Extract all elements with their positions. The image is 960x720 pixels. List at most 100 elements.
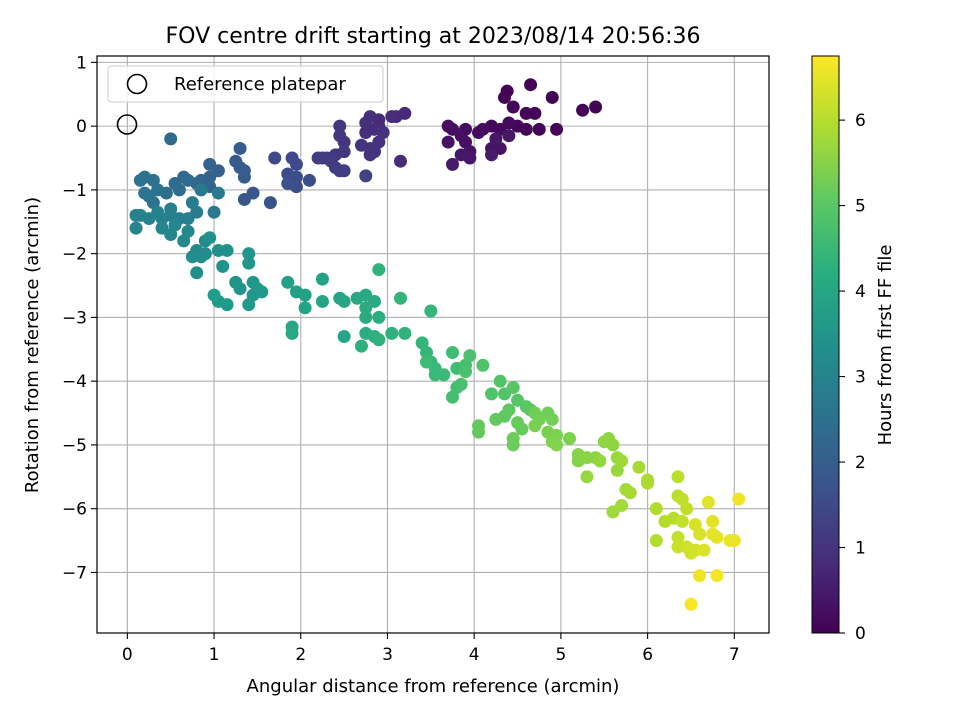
scatter-point (732, 492, 746, 506)
scatter-point (315, 272, 329, 286)
scatter-point (255, 285, 269, 299)
legend: Reference platepar (107, 65, 384, 103)
x-tick-label: 3 (382, 645, 393, 665)
scatter-point (233, 282, 247, 296)
x-tick-label: 4 (469, 645, 480, 665)
scatter-point (623, 486, 637, 500)
scatter-point (242, 256, 256, 270)
scatter-point (446, 157, 460, 171)
scatter-point (606, 438, 620, 452)
x-axis-ticks: 0 1 2 3 4 5 6 7 (122, 633, 740, 665)
scatter-point (129, 208, 143, 222)
scatter-point (302, 173, 316, 187)
scatter-point (207, 205, 221, 219)
scatter-point (727, 534, 741, 548)
scatter-point (710, 569, 724, 583)
scatter-point (580, 470, 594, 484)
scatter-point (372, 333, 386, 347)
y-axis-label: Rotation from reference (arcmin) (22, 197, 43, 493)
y-axis-ticks: 1 0 −1 −2 −3 −4 −5 −6 −7 (62, 53, 97, 583)
chart-title: FOV centre drift starting at 2023/08/14 … (166, 24, 701, 49)
x-tick-label: 5 (555, 645, 566, 665)
scatter-point (589, 100, 603, 114)
plot-frame (96, 55, 770, 634)
scatter-point (359, 126, 373, 140)
scatter-point (502, 129, 516, 143)
scatter-point (485, 387, 499, 401)
scatter-point (506, 438, 520, 452)
scatter-point (454, 148, 468, 162)
scatter-point (441, 135, 455, 149)
scatter-point (424, 304, 438, 318)
scatter-point (367, 145, 381, 159)
scatter-point (359, 116, 373, 130)
scatter-point (268, 151, 282, 165)
scatter-point (393, 154, 407, 168)
scatter-point (233, 141, 247, 155)
colorbar-tick-label: 5 (855, 197, 866, 217)
legend-box (107, 65, 384, 103)
scatter-point (164, 132, 178, 146)
scatter-point (203, 157, 217, 171)
y-tick-label: −4 (62, 372, 87, 392)
scatter-point (710, 530, 724, 544)
colorbar-label: Hours from first FF file (875, 245, 896, 446)
scatter-point (237, 192, 251, 206)
y-tick-label: −3 (62, 308, 87, 328)
scatter-point (354, 339, 368, 353)
scatter-point (463, 349, 477, 363)
scatter-point (372, 263, 386, 277)
scatter-point (242, 247, 256, 261)
colorbar-tick-label: 0 (855, 624, 866, 644)
scatter-point (133, 173, 147, 187)
scatter-point (281, 177, 295, 191)
colorbar-tick-label: 6 (855, 111, 866, 131)
scatter-point (281, 275, 295, 289)
scatter-point (311, 151, 325, 165)
scatter-point (337, 294, 351, 308)
scatter-point (489, 132, 503, 146)
legend-marker-icon (126, 73, 148, 95)
scatter-point (207, 288, 221, 302)
scatter-point (263, 196, 277, 210)
scatter-point (693, 569, 707, 583)
scatter-point (489, 412, 503, 426)
scatter-point (385, 110, 399, 124)
scatter-point (372, 310, 386, 324)
scatter-point (675, 514, 689, 528)
scatter-point (168, 218, 182, 232)
scatter-point (437, 368, 451, 382)
x-tick-label: 1 (209, 645, 220, 665)
scatter-point (649, 534, 663, 548)
colorbar-ticks: 0 1 2 3 4 5 6 (839, 111, 866, 644)
scatter-point (285, 326, 299, 340)
scatter-point (476, 358, 490, 372)
x-tick-label: 0 (122, 645, 133, 665)
scatter-point (298, 301, 312, 315)
scatter-point (354, 138, 368, 152)
colorbar-tick-label: 3 (855, 368, 866, 388)
scatter-point (190, 266, 204, 280)
scatter-point (649, 502, 663, 516)
scatter-point (485, 148, 499, 162)
scatter-point (337, 164, 351, 178)
scatter-point (528, 419, 542, 433)
scatter-point (500, 84, 514, 98)
scatter-point (528, 106, 542, 120)
y-tick-label: −1 (62, 181, 87, 201)
scatter-point (398, 326, 412, 340)
scatter-point (194, 183, 208, 197)
scatter-point (220, 243, 234, 257)
y-tick-label: −2 (62, 245, 87, 265)
colorbar-tick-label: 4 (855, 282, 866, 302)
x-axis-label: Angular distance from reference (arcmin) (247, 676, 620, 697)
scatter-point (385, 326, 399, 340)
y-tick-label: 0 (76, 117, 87, 137)
scatter-point (472, 126, 486, 140)
scatter-point (333, 129, 347, 143)
grid-lines (97, 56, 769, 633)
scatter-point (185, 250, 199, 264)
colorbar-tick-label: 1 (855, 539, 866, 559)
reference-point-marker (116, 114, 138, 135)
scatter-point (697, 543, 711, 557)
